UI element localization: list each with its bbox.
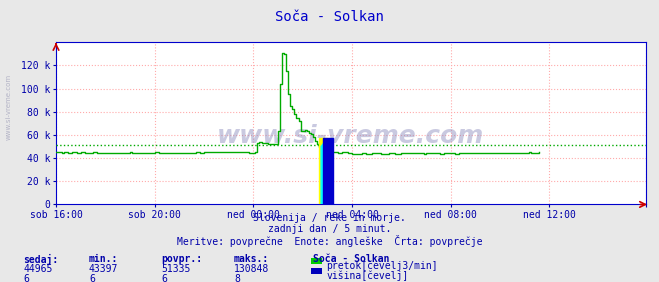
Text: Soča - Solkan: Soča - Solkan	[275, 10, 384, 24]
Text: sedaj:: sedaj:	[23, 254, 58, 265]
Text: zadnji dan / 5 minut.: zadnji dan / 5 minut.	[268, 224, 391, 234]
Text: 130848: 130848	[234, 264, 269, 274]
Text: 44965: 44965	[23, 264, 53, 274]
Text: 51335: 51335	[161, 264, 191, 274]
Polygon shape	[323, 138, 333, 204]
Text: www.si-vreme.com: www.si-vreme.com	[5, 74, 12, 140]
Text: višina[čevelj]: višina[čevelj]	[326, 270, 409, 281]
Text: Soča - Solkan: Soča - Solkan	[313, 254, 389, 264]
Text: povpr.:: povpr.:	[161, 254, 202, 264]
Polygon shape	[321, 138, 328, 204]
Text: 43397: 43397	[89, 264, 119, 274]
Text: www.si-vreme.com: www.si-vreme.com	[217, 124, 484, 148]
Text: min.:: min.:	[89, 254, 119, 264]
Text: Slovenija / reke in morje.: Slovenija / reke in morje.	[253, 213, 406, 223]
Text: maks.:: maks.:	[234, 254, 269, 264]
Text: Meritve: povprečne  Enote: angleške  Črta: povprečje: Meritve: povprečne Enote: angleške Črta:…	[177, 235, 482, 248]
Polygon shape	[319, 138, 328, 204]
Text: 6: 6	[89, 274, 95, 282]
Text: 6: 6	[161, 274, 167, 282]
Text: pretok[čevelj3/min]: pretok[čevelj3/min]	[326, 260, 438, 271]
Text: 6: 6	[23, 274, 29, 282]
Text: 8: 8	[234, 274, 240, 282]
